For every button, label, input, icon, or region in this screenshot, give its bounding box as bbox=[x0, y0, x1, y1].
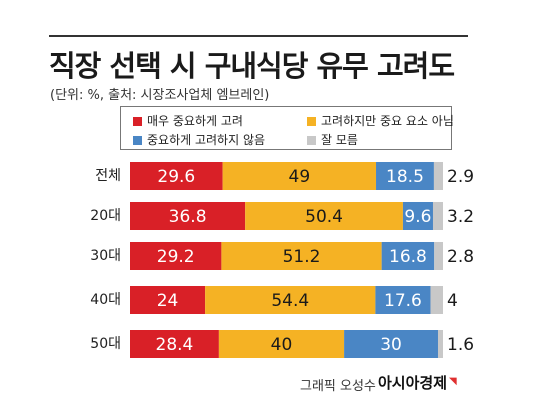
legend-swatch-not-important bbox=[133, 136, 142, 145]
legend-label-not-important: 중요하게 고려하지 않음 bbox=[147, 133, 266, 147]
bar-segment-very-important bbox=[130, 330, 219, 358]
brand-mark-icon: ◥ bbox=[449, 376, 457, 387]
bar-segment-very-important bbox=[130, 162, 223, 190]
category-label: 20대 bbox=[90, 208, 121, 224]
bar-segment-not-very-important bbox=[205, 286, 376, 314]
graphic-credit: 그래픽 오성수 bbox=[300, 379, 376, 394]
data-label-not-important: 18.5 bbox=[386, 167, 424, 187]
data-label-not-very-important: 40 bbox=[271, 335, 293, 355]
data-label-not-very-important: 51.2 bbox=[283, 247, 321, 267]
legend-label-not-very-important: 고려하지만 중요 요소 아님 bbox=[321, 114, 454, 128]
bar-segment-dont-know bbox=[437, 330, 443, 358]
category-label: 50대 bbox=[90, 336, 121, 352]
data-label-very-important: 36.8 bbox=[169, 207, 207, 227]
data-label-very-important: 29.2 bbox=[157, 247, 195, 267]
bar-segment-dont-know bbox=[432, 202, 443, 230]
data-label-very-important: 24 bbox=[157, 291, 179, 311]
data-label-dont-know: 2.8 bbox=[447, 247, 474, 267]
data-label-not-important: 16.8 bbox=[389, 247, 427, 267]
bar-segment-not-important bbox=[402, 202, 433, 230]
category-label: 30대 bbox=[90, 248, 121, 264]
bar-segment-not-important bbox=[375, 286, 431, 314]
bar-segment-not-very-important bbox=[222, 162, 377, 190]
legend-item-not-very-important: 고려하지만 중요 요소 아님 bbox=[307, 112, 454, 129]
data-label-not-important: 17.6 bbox=[384, 291, 422, 311]
legend-swatch-not-very-important bbox=[307, 117, 316, 126]
legend-label-dont-know: 잘 모름 bbox=[321, 133, 358, 147]
category-label: 40대 bbox=[90, 292, 121, 308]
data-label-not-important: 9.6 bbox=[404, 207, 431, 227]
data-label-dont-know: 2.9 bbox=[447, 167, 474, 187]
legend-item-not-important: 중요하게 고려하지 않음 bbox=[133, 131, 265, 148]
bar-segment-dont-know bbox=[434, 242, 443, 270]
chart-subtitle: (단위: %, 출처: 시장조사업체 엠브레인) bbox=[50, 88, 270, 103]
bar-segment-not-important bbox=[344, 330, 438, 358]
bar-segment-very-important bbox=[130, 242, 222, 270]
bar-segment-dont-know bbox=[430, 286, 443, 314]
bar-segment-not-very-important bbox=[218, 330, 345, 358]
bar-segment-not-very-important bbox=[221, 242, 382, 270]
data-label-very-important: 28.4 bbox=[156, 335, 194, 355]
title-rule bbox=[49, 35, 468, 37]
bar-segment-dont-know bbox=[433, 162, 443, 190]
data-label-dont-know: 3.2 bbox=[447, 207, 474, 227]
legend-item-dont-know: 잘 모름 bbox=[307, 131, 358, 148]
bar-segment-very-important bbox=[130, 286, 206, 314]
chart-title: 직장 선택 시 구내식당 유무 고려도 bbox=[49, 49, 455, 83]
data-label-very-important: 29.6 bbox=[157, 167, 195, 187]
data-label-not-very-important: 49 bbox=[289, 167, 311, 187]
data-label-dont-know: 1.6 bbox=[447, 335, 474, 355]
bar-segment-not-very-important bbox=[245, 202, 403, 230]
legend-swatch-dont-know bbox=[307, 136, 316, 145]
bar-segment-not-important bbox=[376, 162, 434, 190]
legend-swatch-very-important bbox=[133, 117, 142, 126]
brand-name: 아시아경제 bbox=[378, 374, 448, 392]
data-label-not-very-important: 54.4 bbox=[271, 291, 309, 311]
category-label: 전체 bbox=[95, 168, 121, 184]
bar-segment-not-important bbox=[381, 242, 435, 270]
data-label-not-important: 30 bbox=[380, 335, 402, 355]
bar-segment-very-important bbox=[130, 202, 246, 230]
legend-label-very-important: 매우 중요하게 고려 bbox=[147, 114, 243, 128]
legend-item-very-important: 매우 중요하게 고려 bbox=[133, 112, 243, 129]
data-label-not-very-important: 50.4 bbox=[305, 207, 343, 227]
brand-logo: 아시아경제 ◥ bbox=[378, 372, 457, 393]
legend: 매우 중요하게 고려 고려하지만 중요 요소 아님 중요하게 고려하지 않음 잘… bbox=[120, 106, 454, 150]
data-label-dont-know: 4 bbox=[447, 291, 458, 311]
